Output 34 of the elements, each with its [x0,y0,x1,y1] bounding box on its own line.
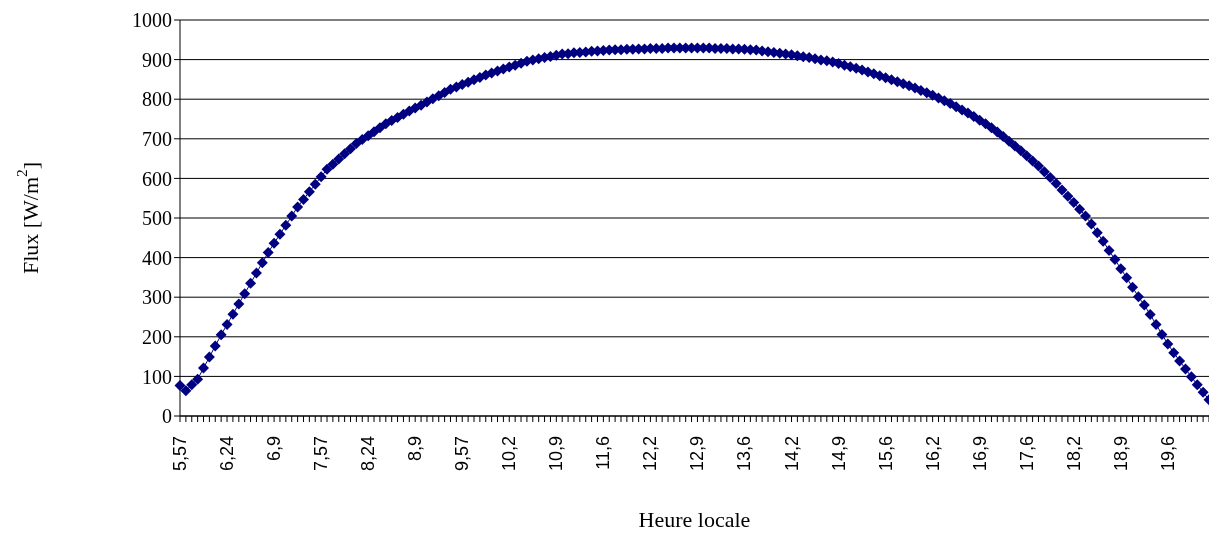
x-tick-label: 16,2 [922,436,943,472]
x-tick-label: 14,2 [781,436,802,472]
y-tick-label: 0 [162,405,172,428]
x-tick-label: 12,2 [640,436,661,472]
x-tick-label: 13,6 [734,436,755,472]
y-tick-label: 900 [142,48,172,71]
x-tick-label: 10,9 [546,436,567,472]
x-tick-label: 18,9 [1110,436,1131,472]
x-tick-label: 6,9 [264,436,285,462]
x-tick-label: 7,57 [311,436,332,472]
x-tick-label: 16,9 [969,436,990,472]
x-tick-label: 18,2 [1063,436,1084,472]
y-tick-label: 1000 [132,9,172,32]
x-tick-label: 8,24 [358,436,379,472]
x-tick-label: 12,9 [687,436,708,472]
x-tick-label: 8,9 [405,436,426,462]
y-tick-label: 500 [142,207,172,230]
x-axis-title: Heure locale [638,507,751,532]
x-tick-label: 15,6 [875,436,896,472]
x-tick-label: 11,6 [593,436,614,470]
y-tick-label: 300 [142,286,172,309]
x-tick-label: 19,6 [1157,436,1178,472]
x-tick-label: 14,9 [828,436,849,472]
y-tick-label: 100 [142,365,172,388]
y-tick-label: 700 [142,127,172,150]
x-tick-label: 9,57 [452,436,473,472]
x-tick-label: 6,24 [217,436,238,472]
x-tick-label: 17,6 [1016,436,1037,472]
x-tick-label: 5,57 [170,436,190,472]
y-tick-label: 800 [142,88,172,111]
y-tick-label: 400 [142,246,172,269]
y-tick-label: 200 [142,325,172,348]
y-tick-label: 600 [142,167,172,190]
x-tick-label: 10,2 [499,436,520,472]
